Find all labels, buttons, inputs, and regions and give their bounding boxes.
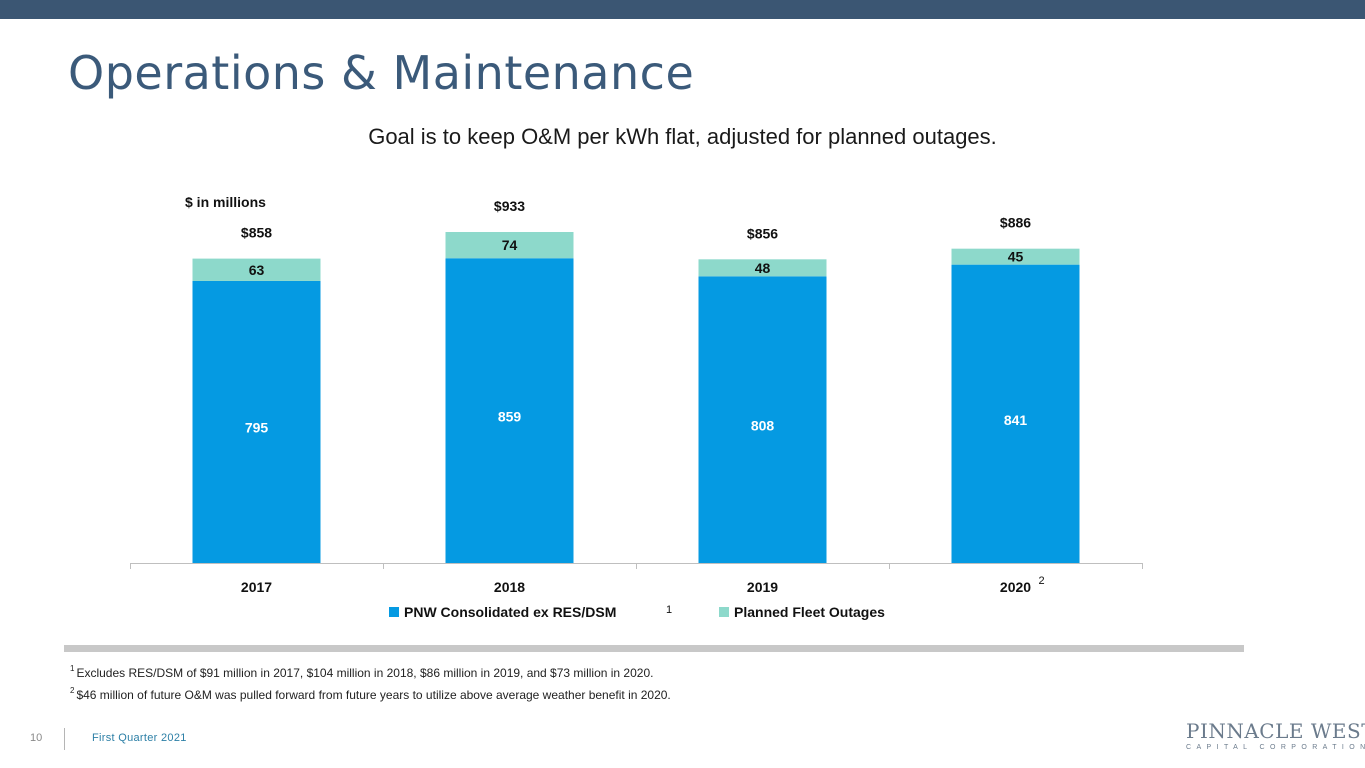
bar-2017-planned-outages: [192, 258, 321, 281]
data-label-2018-pnw: 859: [498, 409, 522, 425]
unit-label: $ in millions: [185, 194, 266, 210]
page-number: 10: [30, 732, 43, 744]
bar-2018-planned-outages: [445, 232, 574, 259]
total-label-2017: $858: [241, 225, 272, 241]
footer-text: First Quarter 2021: [92, 732, 187, 744]
data-label-2019-pnw: 808: [751, 417, 775, 433]
x-tick-label-2017: 2017: [241, 579, 272, 595]
total-label-2018: $933: [494, 198, 525, 214]
legend-label-outages: Planned Fleet Outages: [734, 604, 885, 620]
bar-2020-planned-outages: [951, 248, 1080, 265]
footnote-1-marker: 1: [70, 664, 75, 673]
section-divider: [64, 645, 1244, 652]
footnote-1: 1 Excludes RES/DSM of $91 million in 2017…: [70, 664, 654, 680]
data-label-2019-outages: 48: [755, 260, 771, 276]
logo-wordmark: PINNACLE WEST: [1186, 719, 1365, 743]
legend-superscript-pnw: 1: [666, 604, 672, 616]
om-bar-chart: 795 63 $858 2017 859 74 $933 2018 808 48 $856 2019 8…: [130, 198, 1143, 620]
data-label-2017-pnw: 795: [245, 420, 269, 436]
footnote-2-marker: 2: [70, 686, 75, 695]
total-label-2020: $886: [1000, 215, 1031, 231]
bar-2020-pnw-consolidated: [951, 264, 1080, 563]
x-tick-label-2018: 2018: [494, 579, 525, 595]
data-label-2018-outages: 74: [502, 237, 518, 253]
data-label-2020-pnw: 841: [1004, 412, 1028, 428]
logo-tagline: CAPITAL CORPORATION: [1186, 744, 1365, 751]
bar-2017-pnw-consolidated: [192, 280, 321, 563]
company-logo: PINNACLE WEST CAPITAL CORPORATION: [1186, 719, 1365, 753]
total-label-2019: $856: [747, 225, 778, 241]
footnote-2: 2 $46 million of future O&M was pulled fo…: [70, 686, 671, 702]
footer-separator: [64, 728, 65, 750]
bar-2019-pnw-consolidated: [698, 276, 827, 563]
x-tick-superscript-2020: 2: [1039, 575, 1045, 587]
slide-subtitle: Goal is to keep O&M per kWh flat, adjust…: [368, 124, 997, 149]
legend-label-pnw: PNW Consolidated ex RES/DSM: [404, 604, 616, 620]
footnote-2-text: $46 million of future O&M was pulled for…: [76, 688, 671, 702]
data-label-2017-outages: 63: [249, 262, 265, 278]
x-tick-label-2019: 2019: [747, 579, 778, 595]
top-banner: [0, 0, 1365, 19]
legend-swatch-outages: [719, 607, 729, 617]
bar-2018-pnw-consolidated: [445, 258, 574, 563]
data-label-2020-outages: 45: [1008, 249, 1024, 265]
x-tick-label-2020: 2020: [1000, 579, 1031, 595]
footnote-1-text: Excludes RES/DSM of $91 million in 2017,…: [76, 666, 654, 680]
legend-swatch-pnw: [389, 607, 399, 617]
bar-2019-planned-outages: [698, 259, 827, 277]
slide-title: Operations & Maintenance: [68, 46, 695, 100]
